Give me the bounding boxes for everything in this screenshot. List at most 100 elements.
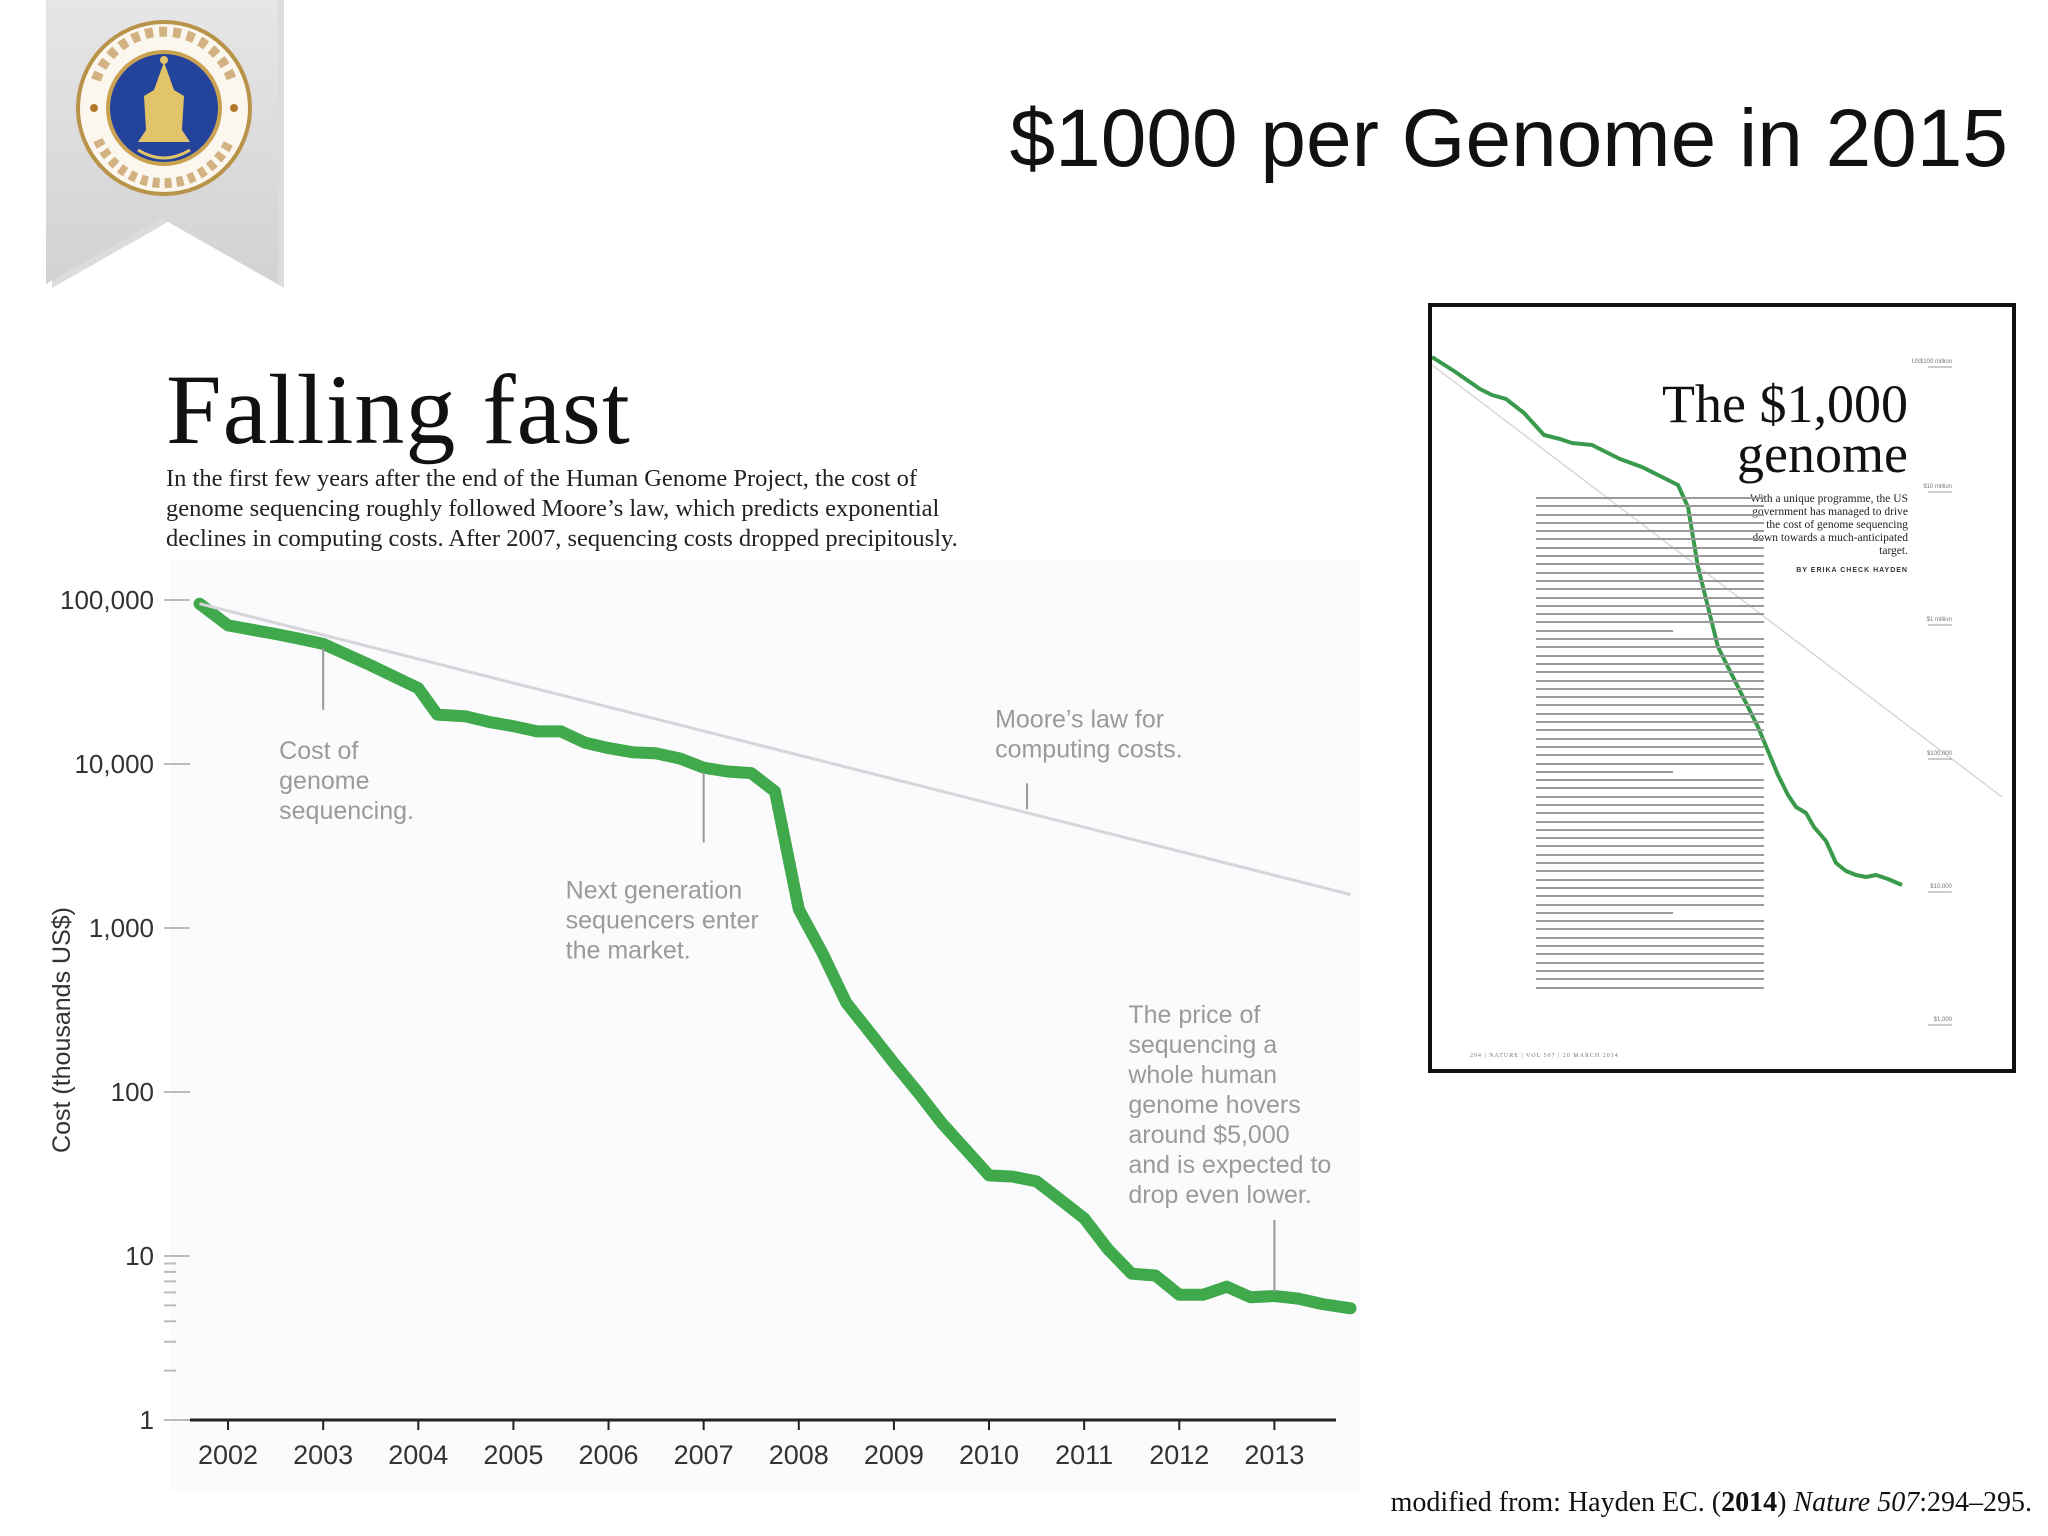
chart-heading: Falling fast bbox=[166, 354, 631, 465]
thumbnail-axis-label: $100,000 bbox=[1927, 751, 1953, 757]
y-tick-label: 10,000 bbox=[74, 749, 154, 779]
thumbnail-text-line bbox=[1536, 920, 1764, 923]
thumbnail-text-line bbox=[1536, 530, 1764, 533]
thumbnail-axis-label: $10,000 bbox=[1930, 884, 1952, 890]
x-tick-label: 2012 bbox=[1149, 1440, 1209, 1470]
y-tick-label: 1 bbox=[140, 1405, 154, 1435]
university-logo-ribbon bbox=[46, 0, 284, 288]
thumbnail-axis-label: $1,000 bbox=[1934, 1017, 1953, 1023]
thumbnail-text-line bbox=[1536, 579, 1764, 582]
chart-intro-line: genome sequencing roughly followed Moore… bbox=[166, 495, 940, 522]
annotation-line: Next generation bbox=[566, 876, 743, 904]
annotation-text: The price of sequencing a whole human genom… bbox=[1127, 1001, 1331, 1209]
thumbnail-text-line bbox=[1536, 596, 1764, 599]
moores-law-line bbox=[199, 602, 1351, 896]
x-tick-label: 2009 bbox=[864, 1440, 924, 1470]
thumbnail-text-line bbox=[1536, 762, 1764, 765]
x-tick-label: 2004 bbox=[388, 1440, 448, 1470]
thumbnail-title-line: The $1,000 bbox=[1662, 374, 1908, 434]
thumbnail-text-line bbox=[1536, 555, 1764, 558]
x-tick-label: 2002 bbox=[198, 1440, 258, 1470]
x-tick-label: 2005 bbox=[483, 1440, 543, 1470]
thumbnail-text-line bbox=[1536, 911, 1673, 914]
thumbnail-text-line bbox=[1536, 895, 1764, 898]
thumbnail-axis-label: $1 million bbox=[1927, 617, 1952, 623]
thumbnail-text-line bbox=[1536, 795, 1764, 798]
thumbnail-body-text bbox=[1536, 497, 1764, 995]
thumbnail-text-line bbox=[1536, 803, 1764, 806]
plot-background bbox=[170, 560, 1360, 1490]
thumbnail-text-line bbox=[1536, 696, 1764, 699]
annotation-line: sequencers enter bbox=[566, 906, 759, 934]
y-tick-label: 100 bbox=[111, 1077, 154, 1107]
annotation-line: sequencing. bbox=[279, 797, 414, 825]
thumbnail-text-line bbox=[1536, 687, 1764, 690]
citation-prefix: modified from: Hayden EC. ( bbox=[1390, 1487, 1722, 1518]
thumbnail-text-line bbox=[1536, 936, 1764, 939]
annotation-line: the market. bbox=[566, 936, 691, 964]
thumbnail-text-line bbox=[1536, 828, 1764, 831]
citation-volume: 507 bbox=[1870, 1487, 1920, 1518]
annotation-text: Moore’s law for computing costs. bbox=[995, 705, 1183, 763]
thumbnail-text-line bbox=[1536, 588, 1764, 591]
y-tick-label: 1,000 bbox=[89, 913, 154, 943]
thumbnail-text-line bbox=[1536, 770, 1673, 773]
cost-chart: 1 10 100 1,000 10,000 100,000 Cost (thousands … bbox=[48, 560, 1360, 1490]
thumbnail-text-line bbox=[1536, 629, 1673, 632]
annotation-line: whole human bbox=[1127, 1061, 1277, 1089]
thumbnail-text-line bbox=[1536, 862, 1764, 865]
annotation-line: genome hovers bbox=[1128, 1091, 1300, 1119]
thumbnail-title: The $1,000 genome bbox=[1662, 374, 1908, 484]
thumbnail-text-line bbox=[1536, 945, 1764, 948]
thumbnail-text-line bbox=[1536, 845, 1764, 848]
thumbnail-text-line bbox=[1536, 870, 1764, 873]
x-tick-label: 2007 bbox=[674, 1440, 734, 1470]
thumbnail-text-line bbox=[1536, 621, 1764, 624]
thumbnail-footer: 294 | NATURE | VOL 507 | 20 MARCH 2014 bbox=[1470, 1053, 1619, 1059]
thumbnail-text-line bbox=[1536, 646, 1764, 649]
thumbnail-text-line bbox=[1536, 820, 1764, 823]
thumbnail-text-line bbox=[1536, 812, 1764, 815]
slide-title: $1000 per Genome in 2015 bbox=[1009, 93, 2008, 184]
annotation-line: The price of bbox=[1128, 1001, 1260, 1029]
thumbnail-text-line bbox=[1536, 613, 1764, 616]
annotation-line: Cost of bbox=[279, 737, 358, 765]
thumbnail-text-line bbox=[1536, 754, 1764, 757]
thumbnail-text-line bbox=[1536, 721, 1764, 724]
thumbnail-text-line bbox=[1536, 505, 1764, 508]
annotation-line: sequencing a bbox=[1128, 1031, 1277, 1059]
thumbnail-text-line bbox=[1536, 953, 1764, 956]
x-tick-label: 2006 bbox=[578, 1440, 638, 1470]
thumbnail-text-line bbox=[1536, 903, 1764, 906]
thumbnail-title-line: genome bbox=[1737, 424, 1908, 484]
thumbnail-text-line bbox=[1536, 513, 1764, 516]
annotation-line: around $5,000 bbox=[1128, 1121, 1289, 1149]
thumbnail-text-line bbox=[1536, 712, 1764, 715]
thumbnail-text-line bbox=[1536, 779, 1764, 782]
annotation-text: Next generation sequencers enter the marke… bbox=[566, 876, 759, 964]
annotation-line: drop even lower. bbox=[1128, 1181, 1311, 1209]
chart-intro-line: In the first few years after the end of … bbox=[166, 465, 918, 492]
citation-pages: :294–295. bbox=[1919, 1487, 2032, 1518]
x-tick-label: 2008 bbox=[769, 1440, 829, 1470]
thumbnail-text-line bbox=[1536, 521, 1764, 524]
citation-mid: ) bbox=[1777, 1487, 1794, 1518]
annotation-text: Cost of genome sequencing. bbox=[279, 737, 414, 825]
thumbnail-text-line bbox=[1536, 928, 1764, 931]
article-thumbnail: US$100 million $10 million $1 million $1… bbox=[1428, 303, 2016, 1073]
thumbnail-text-line bbox=[1536, 878, 1764, 881]
thumbnail-text-line bbox=[1536, 978, 1764, 981]
x-tick-label: 2013 bbox=[1244, 1440, 1304, 1470]
thumbnail-text-line bbox=[1536, 886, 1764, 889]
thumbnail-text-line bbox=[1536, 662, 1764, 665]
x-tick-label: 2010 bbox=[959, 1440, 1019, 1470]
y-tick-label: 10 bbox=[125, 1241, 154, 1271]
thumbnail-deck: With a unique programme, the US governme… bbox=[1750, 493, 1908, 557]
chart-intro: In the first few years after the end of … bbox=[166, 464, 1086, 554]
thumbnail-text-line bbox=[1536, 546, 1764, 549]
thumbnail-text-line bbox=[1536, 571, 1764, 574]
chart-intro-line: declines in computing costs. After 2007,… bbox=[166, 525, 958, 552]
thumbnail-text-line bbox=[1536, 745, 1764, 748]
thumbnail-text-line bbox=[1536, 737, 1764, 740]
thumbnail-text-line bbox=[1536, 563, 1764, 566]
